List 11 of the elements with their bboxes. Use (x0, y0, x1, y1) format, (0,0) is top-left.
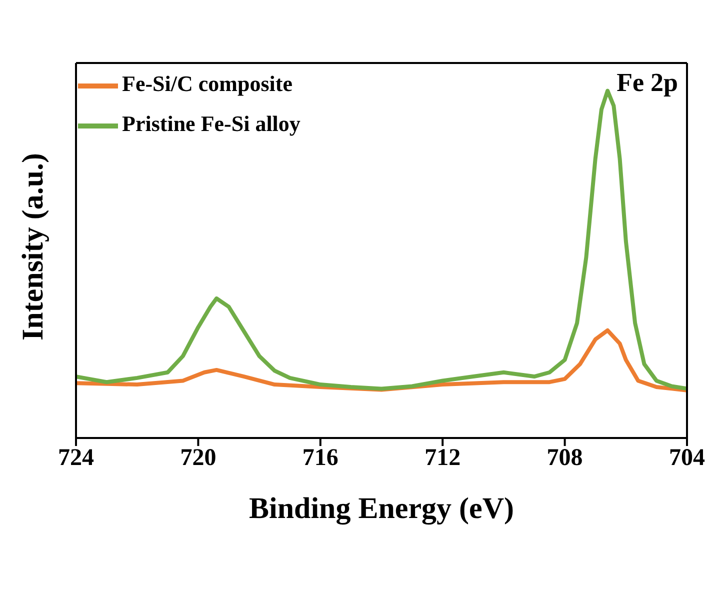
x-tick-label: 716 (302, 445, 338, 472)
x-tick-label: 724 (58, 445, 94, 472)
x-tick-label: 712 (424, 445, 461, 472)
y-axis-title: Intensity (a.u.) (16, 152, 50, 340)
x-tick-label: 720 (180, 445, 216, 472)
x-axis-title: Binding Energy (eV) (248, 492, 514, 525)
legend-label: Fe-Si/C composite (122, 71, 292, 96)
annotation: Fe 2p (616, 68, 678, 98)
x-tick-label: 708 (546, 445, 583, 472)
x-tick-label: 704 (669, 445, 705, 472)
legend-label: Pristine Fe-Si alloy (122, 111, 300, 136)
